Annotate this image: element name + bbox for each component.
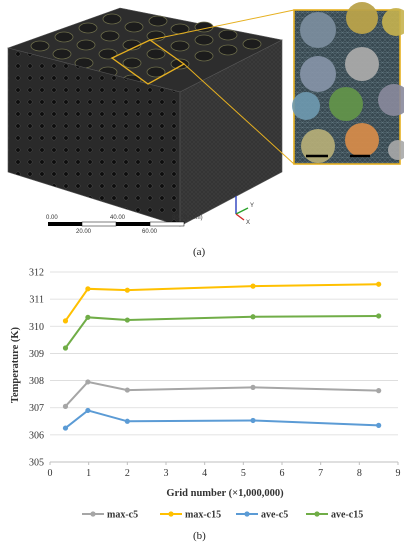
figure-b-label: (b) bbox=[193, 530, 206, 542]
data-point-ave-c5-3 bbox=[250, 417, 256, 424]
scale-bar: 0.00 40.00 80.00 (mm) 20.00 60.00 bbox=[46, 215, 203, 235]
series-line-ave-c15 bbox=[64, 314, 379, 349]
x-tick-label-9: 9 bbox=[396, 468, 401, 479]
data-point-ave-c15-2 bbox=[124, 317, 130, 323]
data-point-max-c5-0 bbox=[62, 403, 69, 409]
data-point-max-c15-0 bbox=[62, 318, 69, 324]
scale-tick-40: 40.00 bbox=[110, 215, 126, 221]
y-tick-label-305: 305 bbox=[29, 458, 44, 469]
zoom-panel bbox=[292, 2, 404, 165]
zoom-region-box bbox=[110, 39, 186, 85]
series-layer bbox=[62, 281, 382, 431]
mesh-figure: Z Y X 0.00 40.00 80.00 (mm) 20.00 60.00 bbox=[6, 2, 404, 235]
scale-tick-20: 20.00 bbox=[76, 229, 92, 235]
legend-label-max-c15: max-c15 bbox=[185, 510, 221, 521]
data-point-max-c15-3 bbox=[250, 283, 256, 289]
data-point-ave-c15-4 bbox=[376, 313, 382, 319]
data-point-max-c5-1 bbox=[85, 379, 91, 385]
data-point-max-c15-4 bbox=[376, 281, 382, 287]
data-point-max-c15-2 bbox=[124, 287, 130, 293]
series-line-max-c5 bbox=[64, 380, 379, 408]
x-tick-label-8: 8 bbox=[357, 468, 362, 479]
x-tick-label-6: 6 bbox=[280, 468, 285, 479]
axis-z-label: Z bbox=[234, 189, 238, 195]
figure-a-label: (a) bbox=[193, 246, 206, 258]
axis-layer: 305 306 307 308 309 310 311 312 0 1 2 3 4 5 6 7 8 9 bbox=[29, 268, 401, 480]
axis-triad: Z Y X bbox=[234, 189, 254, 226]
series-line-ave-c5 bbox=[64, 409, 379, 429]
y-tick-label-308: 308 bbox=[29, 376, 44, 387]
zoom-connector-bottom bbox=[183, 63, 295, 165]
data-point-ave-c5-2 bbox=[124, 418, 130, 424]
legend: max-c5 max-c15 ave-c5 ave-c15 bbox=[82, 510, 363, 521]
data-point-ave-c5-4 bbox=[376, 422, 382, 428]
y-axis-title: Temperature (K) bbox=[10, 326, 21, 403]
data-point-max-c5-4 bbox=[376, 388, 382, 394]
y-tick-label-306: 306 bbox=[29, 430, 44, 441]
data-point-ave-c5-1 bbox=[85, 407, 91, 414]
x-tick-label-7: 7 bbox=[318, 468, 323, 479]
x-tick-label-5: 5 bbox=[241, 468, 246, 479]
data-point-ave-c15-1 bbox=[85, 314, 91, 320]
scale-tick-80: 80.00 (mm) bbox=[172, 215, 203, 221]
scale-tick-60: 60.00 bbox=[142, 229, 158, 235]
y-tick-label-310: 310 bbox=[29, 322, 44, 333]
legend-label-ave-c5: ave-c5 bbox=[261, 510, 288, 521]
data-point-max-c5-2 bbox=[124, 387, 130, 393]
data-point-ave-c15-3 bbox=[250, 314, 256, 320]
data-point-ave-c5-0 bbox=[62, 425, 69, 431]
x-tick-label-4: 4 bbox=[202, 468, 207, 479]
scale-tick-0: 0.00 bbox=[46, 215, 58, 221]
zoom-connector-top bbox=[149, 9, 295, 41]
legend-marker-ave-c15 bbox=[314, 511, 320, 517]
data-point-ave-c15-0 bbox=[62, 345, 69, 351]
legend-label-max-c5: max-c5 bbox=[107, 510, 138, 521]
y-tick-label-307: 307 bbox=[29, 403, 44, 414]
block-right-face bbox=[179, 39, 283, 227]
y-tick-label-312: 312 bbox=[29, 268, 44, 279]
legend-label-ave-c15: ave-c15 bbox=[331, 510, 363, 521]
data-point-max-c5-3 bbox=[250, 384, 256, 390]
y-tick-label-311: 311 bbox=[29, 295, 44, 306]
x-tick-label-0: 0 bbox=[48, 468, 53, 479]
axis-x-label: X bbox=[246, 220, 250, 226]
legend-marker-max-c15 bbox=[168, 511, 174, 517]
legend-marker-ave-c5 bbox=[244, 511, 250, 517]
line-chart: 305 306 307 308 309 310 311 312 0 1 2 3 4 5 6 7 8 9 Tempe… bbox=[10, 268, 401, 521]
grid-layer bbox=[50, 271, 398, 463]
legend-marker-max-c5 bbox=[90, 511, 96, 517]
data-point-max-c15-1 bbox=[85, 286, 91, 292]
x-tick-label-3: 3 bbox=[164, 468, 169, 479]
cell-array bbox=[30, 13, 262, 86]
y-tick-label-309: 309 bbox=[29, 349, 44, 360]
x-axis-title: Grid number (×1,000,000) bbox=[166, 488, 284, 499]
x-tick-label-1: 1 bbox=[86, 468, 91, 479]
x-tick-label-2: 2 bbox=[125, 468, 130, 479]
axis-y-label: Y bbox=[250, 203, 254, 209]
